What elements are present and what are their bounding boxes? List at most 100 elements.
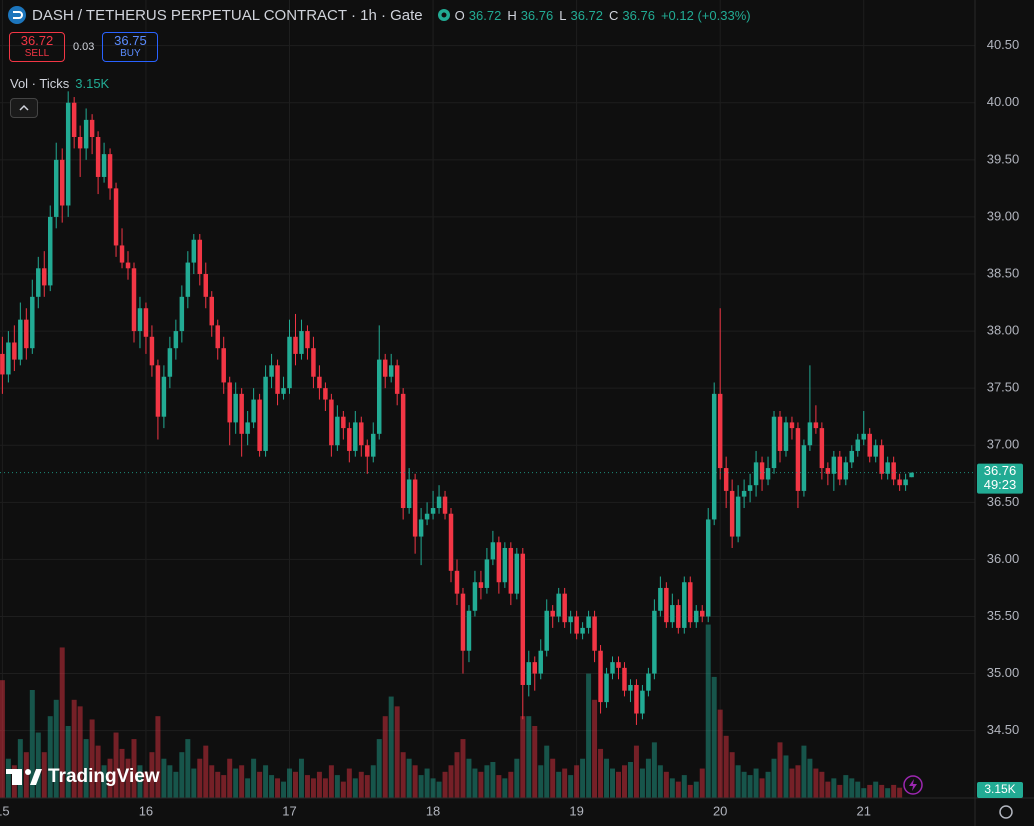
candle-body bbox=[526, 662, 532, 685]
volume-bar bbox=[430, 778, 436, 798]
volume-bar bbox=[669, 778, 675, 798]
candle-body bbox=[885, 462, 890, 474]
candle-body bbox=[466, 610, 472, 651]
last-price-box bbox=[977, 463, 1023, 494]
volume-bar bbox=[783, 755, 789, 798]
volume-bar bbox=[639, 768, 645, 798]
volume-bar bbox=[203, 745, 209, 798]
tradingview-logo: TradingView bbox=[6, 766, 160, 787]
volume-bar bbox=[358, 771, 364, 798]
volume-bar bbox=[5, 758, 11, 798]
candle-body bbox=[634, 684, 639, 714]
volume-bar bbox=[729, 752, 735, 798]
candle-body bbox=[646, 673, 651, 691]
logo-mark bbox=[6, 769, 22, 774]
volume-bar bbox=[17, 739, 23, 798]
volume-bar bbox=[125, 758, 131, 798]
candle-body bbox=[197, 239, 203, 274]
volume-bar bbox=[496, 775, 502, 798]
collapse-button[interactable] bbox=[10, 98, 38, 118]
volume-bar bbox=[867, 784, 873, 798]
volume-bar bbox=[167, 765, 173, 798]
candle-body bbox=[520, 553, 526, 685]
volume-bar bbox=[747, 775, 753, 798]
axes: 34.50 35.00 35.50 36.00 36.50 37.00 37.50 38.00… bbox=[0, 37, 1023, 818]
sell-price: 36.72 bbox=[20, 33, 54, 48]
volume-bar bbox=[873, 781, 879, 798]
candle-body bbox=[215, 325, 220, 349]
candle-body bbox=[287, 336, 292, 389]
volume-bar bbox=[891, 784, 897, 798]
candle-body bbox=[173, 331, 179, 349]
candle-body bbox=[418, 519, 424, 537]
symbol-title: DASH / TETHERUS PERPETUAL CONTRACT · 1h … bbox=[32, 6, 423, 24]
volume-name: Vol · Ticks bbox=[10, 76, 70, 91]
volume-bar bbox=[616, 771, 621, 798]
candle-body bbox=[891, 462, 896, 480]
candle-body bbox=[227, 382, 232, 423]
lightning-icon-bolt bbox=[909, 779, 917, 791]
volume-bar bbox=[532, 726, 538, 798]
volume-bar bbox=[771, 758, 777, 798]
volume-bar bbox=[514, 758, 520, 798]
candle-body bbox=[783, 422, 789, 451]
candle-body bbox=[125, 262, 131, 269]
candle-body bbox=[30, 296, 35, 349]
candle-body bbox=[191, 239, 197, 263]
candle-body bbox=[753, 462, 759, 486]
candle-body bbox=[484, 559, 490, 588]
ohlc-value: 36.72 bbox=[570, 7, 604, 23]
volume-bar bbox=[675, 781, 681, 798]
candle-body bbox=[245, 422, 250, 434]
ohlc-key: O bbox=[454, 7, 465, 23]
candle-body bbox=[640, 690, 645, 714]
y-tick-label: 34.50 bbox=[987, 722, 1020, 737]
candle-body bbox=[586, 616, 591, 628]
candle-body bbox=[676, 605, 681, 628]
x-tick-label: 16 bbox=[139, 803, 153, 818]
volume-bar bbox=[753, 768, 759, 798]
candle-body bbox=[568, 616, 573, 623]
logo-text: TradingView bbox=[48, 766, 160, 787]
volume-bar bbox=[173, 771, 179, 798]
candle-body bbox=[694, 610, 699, 623]
x-tick-label: 15 bbox=[0, 803, 10, 818]
volume-bar bbox=[502, 778, 508, 798]
sell-button[interactable]: 36.72 SELL bbox=[9, 32, 65, 62]
volume-bar bbox=[334, 775, 340, 798]
volume-bar bbox=[717, 709, 723, 798]
candle-body bbox=[101, 154, 107, 177]
sell-label: SELL bbox=[24, 48, 50, 59]
candle-body bbox=[580, 627, 585, 634]
candle-body bbox=[855, 439, 861, 451]
volume-bar bbox=[328, 765, 334, 798]
lightning-icon[interactable] bbox=[903, 775, 923, 795]
volume-bar bbox=[197, 758, 203, 798]
candle-body bbox=[460, 593, 466, 651]
volume-bar bbox=[179, 752, 185, 798]
candle-body bbox=[394, 365, 400, 394]
volume-bar bbox=[113, 732, 119, 798]
candle-body bbox=[233, 393, 238, 423]
candle-body bbox=[42, 268, 47, 286]
candle-body bbox=[622, 667, 627, 691]
candle-body bbox=[341, 416, 346, 429]
volume-bar bbox=[837, 784, 843, 798]
volume-bar bbox=[759, 778, 765, 798]
volume-bar bbox=[65, 726, 71, 798]
volume-bar bbox=[233, 768, 239, 798]
candle-body bbox=[167, 348, 173, 377]
volume-bar bbox=[466, 758, 472, 798]
volume-bar bbox=[520, 716, 526, 798]
buy-button[interactable]: 36.75 BUY bbox=[102, 32, 159, 62]
volume-bar bbox=[376, 739, 382, 798]
y-tick-label: 35.50 bbox=[987, 608, 1020, 623]
y-tick-label: 37.00 bbox=[987, 437, 1020, 452]
settings-icon[interactable] bbox=[999, 805, 1013, 819]
candle-body bbox=[873, 445, 878, 457]
volume-bar bbox=[239, 765, 245, 798]
volume-bar bbox=[801, 745, 807, 798]
candle-body bbox=[131, 268, 137, 332]
candle-body bbox=[382, 359, 388, 377]
candle-body bbox=[48, 216, 53, 286]
